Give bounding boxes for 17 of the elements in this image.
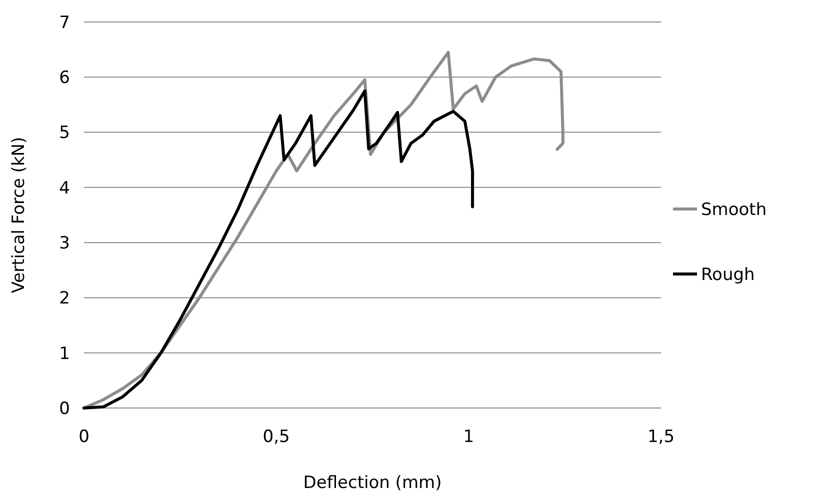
x-tick-label: 1,5 bbox=[647, 427, 675, 447]
y-tick-label: 5 bbox=[59, 123, 70, 144]
legend-label: Rough bbox=[701, 264, 755, 285]
line-series bbox=[82, 89, 474, 410]
x-tick-label: 0 bbox=[78, 427, 90, 447]
x-tick-label: 0,5 bbox=[262, 427, 290, 447]
y-tick-label: 2 bbox=[59, 288, 70, 309]
x-axis-title: Deflection (mm) bbox=[303, 473, 442, 493]
y-tick-label: 6 bbox=[59, 68, 70, 88]
y-tick-label: 0 bbox=[59, 398, 70, 419]
y-tick-label: 1 bbox=[59, 344, 70, 364]
legend-label: Smooth bbox=[701, 200, 767, 220]
y-axis-title: Vertical Force (kN) bbox=[9, 136, 29, 294]
x-tick-label: 1 bbox=[463, 427, 474, 447]
y-tick-label: 3 bbox=[59, 234, 70, 254]
y-tick-label: 7 bbox=[59, 12, 70, 33]
y-tick-label: 4 bbox=[59, 178, 70, 198]
